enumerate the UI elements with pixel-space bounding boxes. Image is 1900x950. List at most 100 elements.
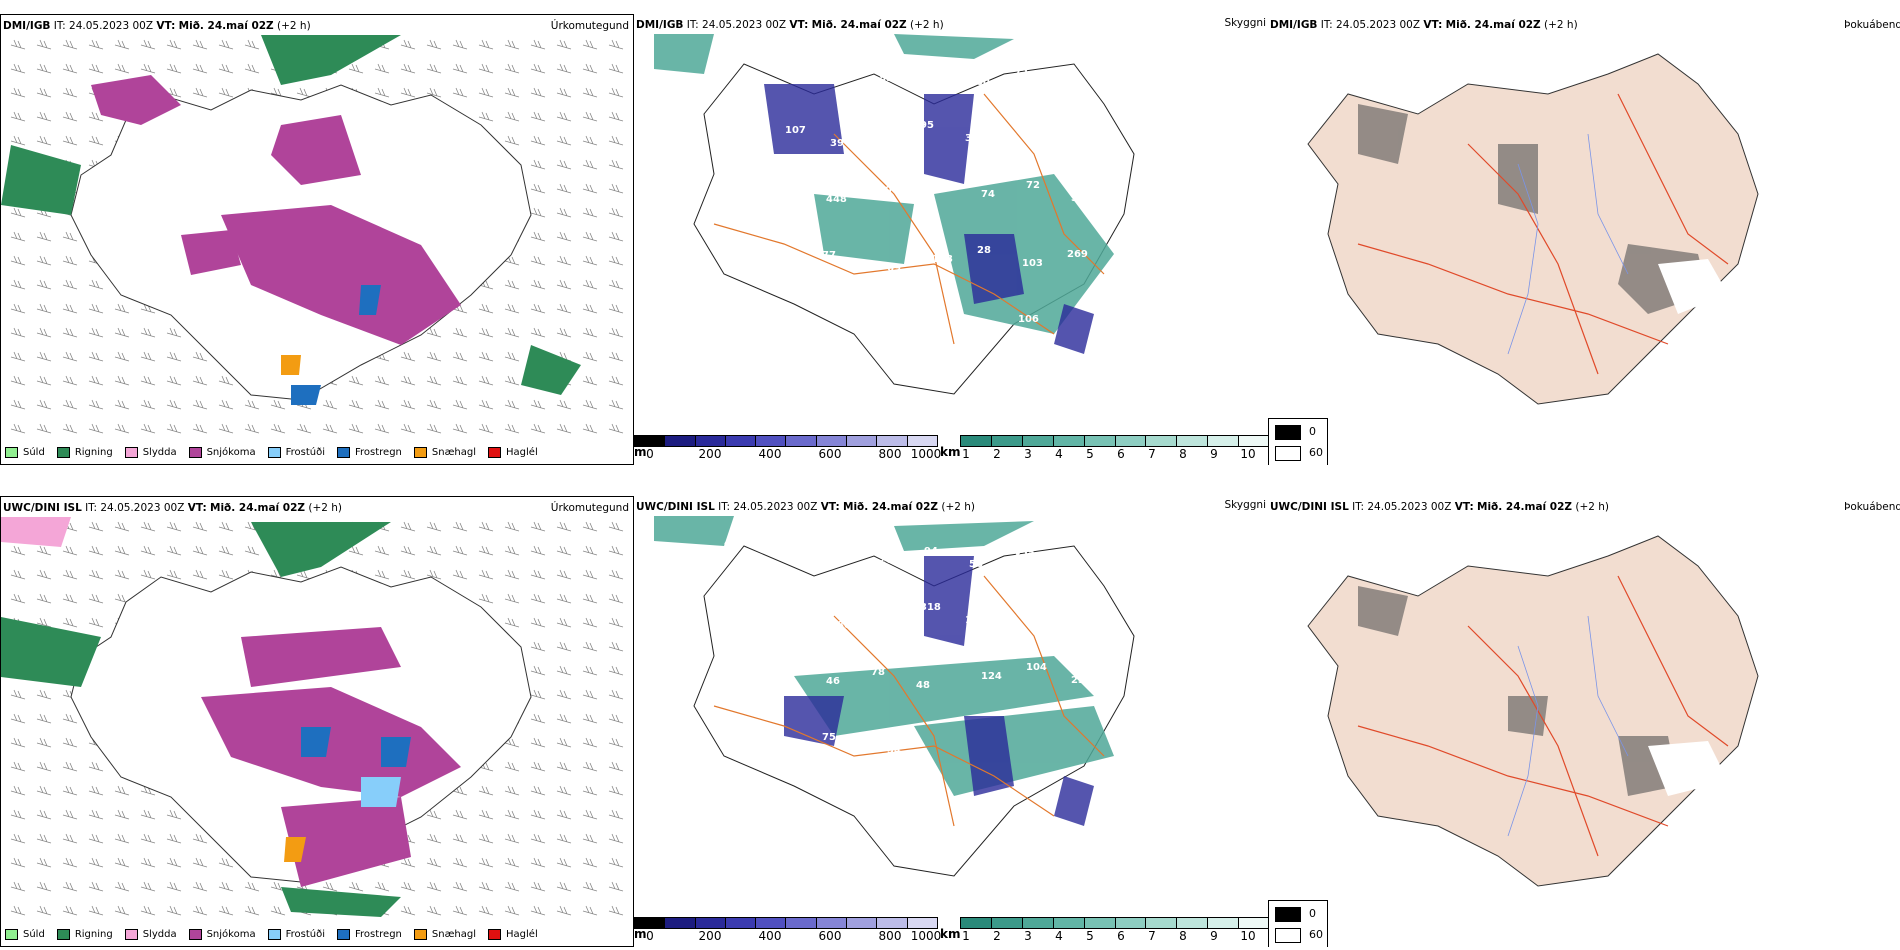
wind-barb bbox=[62, 87, 78, 98]
wind-barb bbox=[530, 689, 546, 700]
cloudbase-label: 54 bbox=[887, 745, 901, 756]
wind-barb bbox=[296, 87, 312, 98]
wind-barb bbox=[452, 809, 468, 820]
cloudbase-label: 181 bbox=[875, 129, 896, 140]
wind-barb bbox=[218, 39, 234, 50]
wind-barb bbox=[62, 399, 78, 410]
wind-barb bbox=[608, 665, 624, 676]
legend-swatch bbox=[267, 929, 281, 940]
cloudbase-label: 200 bbox=[879, 555, 900, 566]
cloudbase-colorbar bbox=[634, 435, 938, 447]
wind-barb bbox=[192, 857, 208, 868]
wind-barb bbox=[504, 809, 520, 820]
cloudbase-areas bbox=[784, 556, 1094, 826]
wind-barb bbox=[478, 111, 494, 122]
legend-item: Snæhagl bbox=[413, 447, 476, 458]
wind-barb bbox=[400, 87, 416, 98]
wind-barb bbox=[88, 617, 104, 628]
wind-barb bbox=[166, 881, 182, 892]
wind-barb bbox=[478, 833, 494, 844]
wind-barb bbox=[192, 375, 208, 386]
wind-barb bbox=[88, 423, 104, 434]
wind-barb bbox=[582, 159, 598, 170]
panel-name: Skyggni bbox=[1224, 17, 1267, 29]
wind-barb bbox=[10, 255, 26, 266]
wind-barb bbox=[400, 399, 416, 410]
cloudbase-label: 563 bbox=[834, 542, 855, 553]
wind-barb bbox=[400, 521, 416, 532]
wind-barb bbox=[478, 593, 494, 604]
wind-barb bbox=[556, 761, 572, 772]
wind-barb bbox=[374, 63, 390, 74]
wind-barb bbox=[452, 423, 468, 434]
wind-barb bbox=[166, 399, 182, 410]
wind-barb bbox=[88, 905, 104, 916]
wind-barb bbox=[556, 39, 572, 50]
legend-swatch bbox=[337, 447, 350, 458]
wind-barb bbox=[88, 39, 104, 50]
wind-barb bbox=[62, 881, 78, 892]
wind-barb bbox=[36, 713, 52, 724]
cloudbase-label: 99 bbox=[773, 315, 787, 326]
wind-barb bbox=[114, 303, 130, 314]
wind-barb bbox=[530, 399, 546, 410]
legend-item: Rigning bbox=[56, 447, 113, 458]
wind-barb bbox=[400, 375, 416, 386]
wind-barb bbox=[36, 689, 52, 700]
cloudbase-label: 269 bbox=[1067, 249, 1088, 260]
wind-barb bbox=[88, 399, 104, 410]
legend-item: Frostúði bbox=[267, 447, 325, 458]
wind-barb bbox=[218, 399, 234, 410]
wind-barb bbox=[62, 375, 78, 386]
wind-barb bbox=[10, 87, 26, 98]
wind-barb bbox=[608, 135, 624, 146]
wind-barb bbox=[114, 881, 130, 892]
cloudbase-label: 48 bbox=[916, 680, 930, 691]
wind-barb bbox=[478, 327, 494, 338]
wind-barb bbox=[10, 905, 26, 916]
wind-barb bbox=[36, 569, 52, 580]
cloudbase-label: 23 bbox=[1071, 675, 1085, 686]
cloudbase-label: 134 bbox=[1079, 59, 1100, 70]
cloudbase-label: 103 bbox=[1022, 258, 1043, 269]
wind-barb bbox=[452, 351, 468, 362]
wind-barb bbox=[10, 375, 26, 386]
cloudbase-label: 75 bbox=[822, 732, 836, 743]
wind-barb bbox=[114, 809, 130, 820]
cloudbase-label: 124 bbox=[981, 671, 1002, 682]
wind-barb bbox=[426, 545, 442, 556]
iceland-land bbox=[1307, 53, 1759, 405]
wind-barb bbox=[10, 689, 26, 700]
wind-barb bbox=[88, 761, 104, 772]
wind-barb bbox=[608, 207, 624, 218]
wind-barb bbox=[114, 905, 130, 916]
wind-barb bbox=[608, 351, 624, 362]
cloudbase-label: 39 bbox=[830, 138, 844, 149]
wind-barb bbox=[36, 63, 52, 74]
wind-barb bbox=[608, 111, 624, 122]
panel-name: Þokuábendi bbox=[1844, 501, 1900, 513]
wind-barb bbox=[478, 351, 494, 362]
wind-barb bbox=[10, 423, 26, 434]
wind-barb bbox=[582, 833, 598, 844]
wind-barb bbox=[608, 569, 624, 580]
wind-barb bbox=[62, 423, 78, 434]
wind-barb bbox=[348, 375, 364, 386]
wind-barb bbox=[530, 255, 546, 266]
wind-barb bbox=[10, 809, 26, 820]
wind-barb bbox=[426, 39, 442, 50]
wind-barb bbox=[530, 881, 546, 892]
wind-barb bbox=[374, 423, 390, 434]
wind-barb bbox=[166, 351, 182, 362]
wind-barb bbox=[36, 905, 52, 916]
wind-barb bbox=[582, 231, 598, 242]
wind-barb bbox=[36, 785, 52, 796]
wind-barb bbox=[452, 521, 468, 532]
wind-barb bbox=[582, 183, 598, 194]
cloudbase-labels: 100 59 116 89 250 400 72 134 276 107 39 181 95 34 105 1… bbox=[724, 56, 1100, 335]
wind-barb bbox=[556, 689, 572, 700]
cloudbase-label: 34 bbox=[965, 133, 979, 144]
wind-barb bbox=[62, 135, 78, 146]
wind-barb bbox=[88, 351, 104, 362]
visibility-areas bbox=[654, 516, 1114, 796]
